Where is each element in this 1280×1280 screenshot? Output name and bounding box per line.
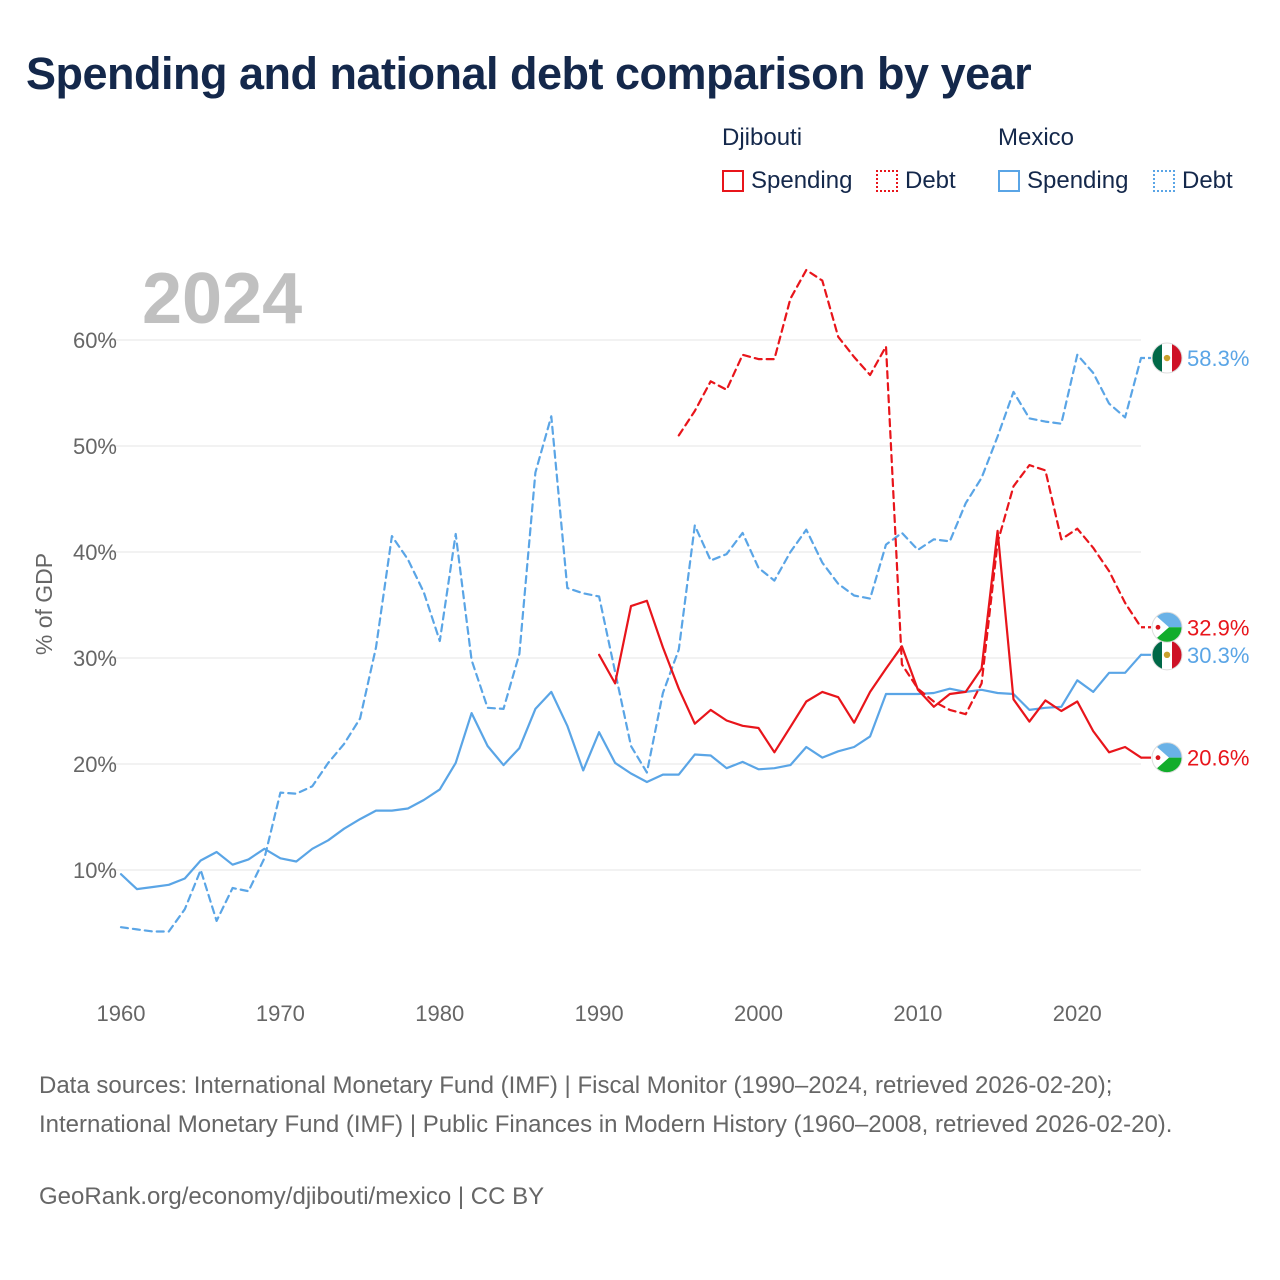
legend-item-djibouti-spending[interactable]: Spending: [722, 167, 852, 195]
legend-country-mexico: Mexico: [998, 124, 1075, 151]
x-tick-label: 1990: [575, 1001, 624, 1026]
legend-label: Debt: [1182, 167, 1233, 194]
end-value-label: 58.3%: [1187, 346, 1249, 371]
legend-swatch-dotted-red: [876, 170, 898, 192]
legend-swatch-dotted-blue: [1153, 170, 1175, 192]
legend-item-mexico-debt[interactable]: Debt: [1153, 167, 1233, 195]
mexico-flag-icon: [1151, 342, 1183, 374]
legend-swatch-solid-blue: [998, 170, 1020, 192]
chart-title: Spending and national debt comparison by…: [26, 48, 1032, 99]
series-djibouti-debt[interactable]: [677, 268, 1143, 716]
y-axis-label: % of GDP: [31, 553, 57, 655]
djibouti-flag-icon: [1151, 742, 1183, 774]
legend-swatch-solid-red: [722, 170, 744, 192]
x-tick-label: 1960: [97, 1001, 146, 1026]
y-tick-label: 50%: [73, 434, 117, 459]
grid: [100, 339, 1141, 871]
series-mexico-spending[interactable]: [119, 653, 1143, 891]
series-mexico-debt[interactable]: [119, 353, 1143, 933]
end-labels: 58.3% 30.3% 32.9% 20.6%: [1151, 342, 1249, 774]
end-value-label: 32.9%: [1187, 615, 1249, 640]
x-tick-label: 1980: [415, 1001, 464, 1026]
djibouti-flag-icon: [1151, 611, 1183, 643]
y-tick-label: 40%: [73, 540, 117, 565]
credit-link[interactable]: GeoRank.org/economy/djibouti/mexico | CC…: [39, 1183, 545, 1210]
y-tick-label: 20%: [73, 752, 117, 777]
x-tick-label: 1970: [256, 1001, 305, 1026]
end-value-label: 20.6%: [1187, 746, 1249, 771]
y-tick-label: 10%: [73, 858, 117, 883]
x-tick-label: 2020: [1053, 1001, 1102, 1026]
series-djibouti-spending[interactable]: [597, 529, 1143, 759]
legend-label: Spending: [751, 167, 853, 194]
year-watermark: 2024: [142, 259, 302, 339]
source-note: Data sources: International Monetary Fun…: [39, 1072, 1173, 1138]
legend-label: Debt: [905, 167, 956, 194]
x-tick-label: 2010: [893, 1001, 942, 1026]
legend-item-djibouti-debt[interactable]: Debt: [876, 167, 956, 195]
legend-country-djibouti: Djibouti: [722, 124, 803, 151]
end-value-label: 30.3%: [1187, 643, 1249, 668]
series: [119, 268, 1151, 933]
legend-item-mexico-spending[interactable]: Spending: [998, 167, 1128, 195]
axis-ticks: 10% 20% 30% 40% 50% 60% 1960 1970 1980 1990 2000 20…: [73, 328, 1102, 1026]
mexico-flag-icon: [1151, 639, 1183, 671]
x-tick-label: 2000: [734, 1001, 783, 1026]
legend-label: Spending: [1027, 167, 1129, 194]
line-chart: 2024 % of GDP 10% 20% 30% 40% 50% 60% 1960 1970…: [31, 259, 1249, 1026]
y-tick-label: 60%: [73, 328, 117, 353]
y-tick-label: 30%: [73, 646, 117, 671]
